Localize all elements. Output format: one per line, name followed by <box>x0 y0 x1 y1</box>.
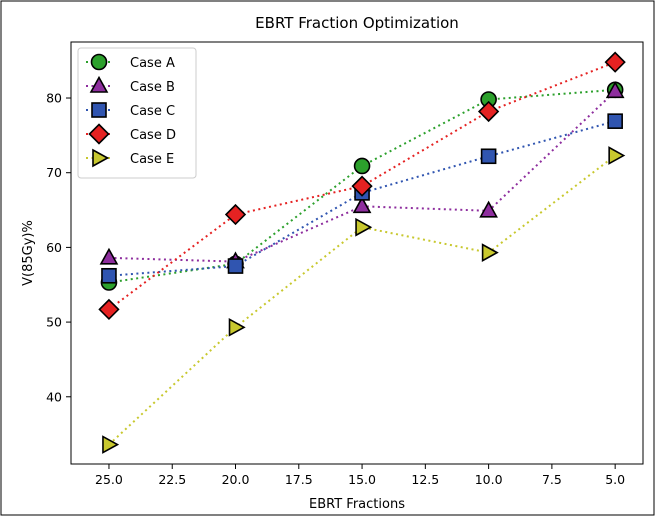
legend: Case A Case B Case C Case D Case E <box>77 47 197 179</box>
data-point <box>227 258 244 274</box>
data-point <box>604 51 626 73</box>
x-axis: 25.0 22.5 20.0 17.5 15.0 12.5 10.0 7.5 5.0 <box>95 464 625 487</box>
x-tick-label: 15.0 <box>348 472 376 487</box>
y-tick-label: 80 <box>46 91 62 106</box>
data-point <box>605 81 625 99</box>
y-tick-label: 50 <box>46 315 62 330</box>
data-point <box>480 148 497 165</box>
legend-marker <box>89 75 109 93</box>
data-point <box>98 298 120 321</box>
legend-item: Case E <box>86 148 174 168</box>
y-axis: 40 50 60 70 80 <box>46 91 71 404</box>
data-point <box>607 113 623 129</box>
x-tick-label: 25.0 <box>95 472 123 487</box>
legend-item: Case D <box>86 123 176 145</box>
x-tick-label: 7.5 <box>542 472 562 487</box>
data-point <box>353 157 371 175</box>
series-layer <box>98 51 626 454</box>
legend-marker <box>91 102 107 118</box>
series-case-d <box>98 51 626 321</box>
y-axis-label: V(85Gy)% <box>21 220 36 286</box>
data-point <box>355 217 373 237</box>
x-tick-label: 17.5 <box>285 472 313 487</box>
data-point <box>351 175 373 197</box>
data-point <box>228 317 246 337</box>
y-tick-label: 60 <box>46 240 62 255</box>
y-tick-label: 70 <box>46 165 62 180</box>
x-tick-label: 5.0 <box>605 472 625 487</box>
plot-frame <box>70 41 644 465</box>
legend-label: Case E <box>130 152 174 167</box>
data-point <box>477 100 500 123</box>
x-tick-label: 10.0 <box>475 472 503 487</box>
legend-label: Case A <box>130 56 175 71</box>
legend-label: Case B <box>130 80 175 95</box>
data-point <box>224 203 247 226</box>
data-point <box>479 200 498 218</box>
x-tick-label: 22.5 <box>158 472 186 487</box>
legend-label: Case C <box>130 104 175 119</box>
data-point <box>481 243 499 262</box>
data-point <box>101 267 117 284</box>
data-point <box>608 146 626 165</box>
x-tick-label: 20.0 <box>222 472 250 487</box>
legend-marker <box>88 123 110 145</box>
x-axis-label: EBRT Fractions <box>309 497 405 512</box>
legend-label: Case D <box>130 128 176 143</box>
data-point <box>352 196 372 214</box>
series-case-e <box>102 146 626 454</box>
legend-item: Case C <box>86 102 175 119</box>
y-tick-label: 40 <box>46 389 62 404</box>
legend-marker <box>92 148 110 168</box>
data-point <box>99 247 119 265</box>
legend-marker <box>90 53 108 71</box>
legend-item: Case B <box>86 75 175 95</box>
legend-item: Case A <box>86 53 175 71</box>
legend-box <box>77 47 197 179</box>
chart-title: EBRT Fraction Optimization <box>255 14 459 32</box>
data-point <box>102 435 120 454</box>
x-tick-label: 12.5 <box>411 472 439 487</box>
